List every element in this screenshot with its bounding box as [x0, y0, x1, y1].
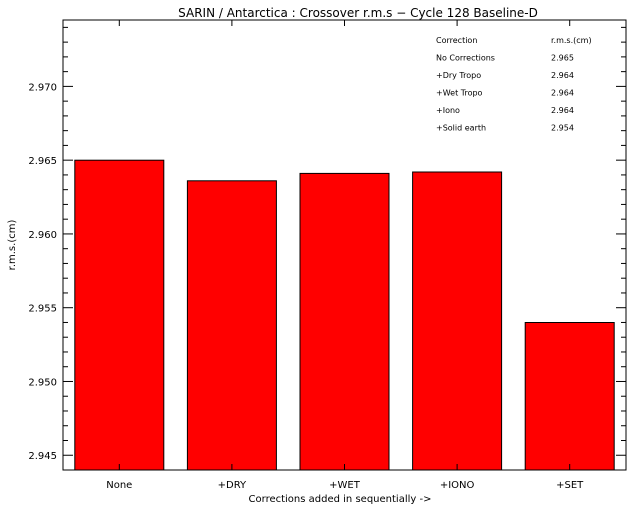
legend-header-correction: Correction: [436, 36, 477, 45]
y-tick-label: 2.955: [28, 304, 57, 315]
x-tick-label: +IONO: [440, 480, 475, 491]
x-tick-label: +SET: [556, 480, 584, 491]
bars-group: None +DRY +WET +IONO +SET: [74, 20, 615, 491]
plot-frame: [62, 19, 627, 471]
axis-ticks: 2.945 2.950 2.955 2.960 2.965 2.970: [28, 26, 626, 471]
y-tick-label: 2.960: [28, 230, 57, 241]
bar-iono: [412, 171, 503, 471]
x-tick-label: +DRY: [218, 480, 247, 491]
x-tick-label: None: [106, 480, 132, 491]
y-axis-label: r.m.s.(cm): [7, 220, 18, 271]
legend-row-label: +Iono: [436, 106, 460, 115]
legend-row-value: 2.964: [551, 89, 574, 98]
legend-row-value: 2.954: [551, 124, 574, 133]
legend-row-label: +Solid earth: [436, 124, 486, 133]
y-tick-label: 2.970: [28, 82, 57, 93]
bar-none: [74, 159, 165, 471]
legend-row-label: +Dry Tropo: [436, 71, 481, 80]
x-tick-label: +WET: [329, 480, 361, 491]
y-tick-label: 2.945: [28, 451, 57, 462]
legend-table: Correction r.m.s.(cm) No Corrections 2.965 +…: [436, 36, 592, 133]
y-tick-label: 2.965: [28, 156, 57, 167]
legend-row-value: 2.965: [551, 54, 574, 63]
y-tick-label: 2.950: [28, 377, 57, 388]
x-axis-label: Corrections added in sequentially ->: [249, 494, 432, 505]
bar-set: [524, 322, 615, 471]
bar-dry: [186, 180, 277, 471]
legend-row-value: 2.964: [551, 106, 574, 115]
legend-row-label: No Corrections: [436, 54, 495, 63]
chart-title: SARIN / Antarctica : Crossover r.m.s − C…: [178, 6, 538, 20]
legend-header-rms: r.m.s.(cm): [551, 36, 592, 45]
legend-row-value: 2.964: [551, 71, 574, 80]
legend-row-label: +Wet Tropo: [436, 89, 483, 98]
bar-wet: [299, 172, 390, 471]
